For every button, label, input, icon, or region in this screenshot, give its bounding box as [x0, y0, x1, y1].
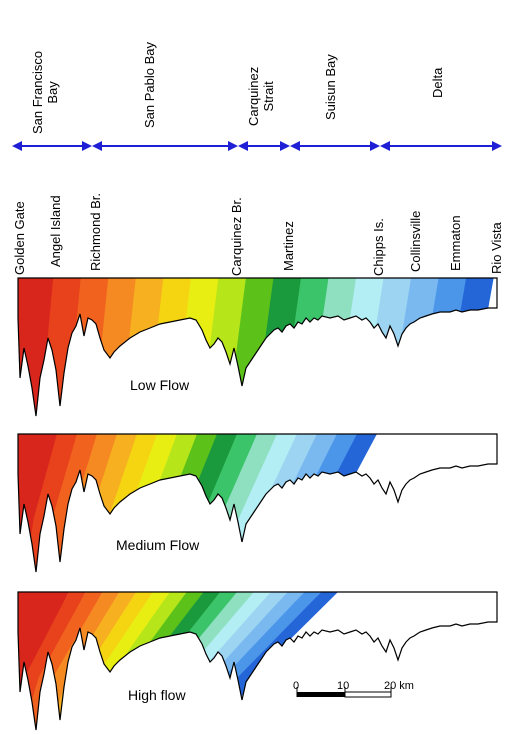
high-flow-panel — [17, 591, 498, 731]
region-arrow-san-francisco-bay — [12, 141, 92, 151]
panel-label-medium-flow: Medium Flow — [116, 537, 200, 553]
scale-bar-segment-white — [344, 691, 392, 698]
region-arrow-carquinez-strait — [238, 141, 290, 151]
low-salinity-bands — [18, 278, 494, 416]
region-arrow-suisun-bay — [290, 141, 380, 151]
scale-label-0: 0 — [293, 680, 300, 692]
panel-label-low-flow: Low Flow — [130, 377, 190, 393]
medium-flow-panel — [17, 433, 498, 573]
region-arrow-delta — [380, 141, 502, 151]
scale-bar — [296, 687, 392, 698]
scale-label-20-km: 20 km — [384, 680, 414, 692]
low-channel-profile-outline — [17, 277, 498, 417]
med-channel-profile-outline — [17, 433, 498, 573]
low-flow-panel — [17, 277, 498, 417]
high-channel-profile-outline — [17, 591, 498, 731]
scale-bar-segment-black — [297, 692, 345, 697]
panel-label-high-flow: High flow — [128, 687, 186, 703]
region-arrow-san-pablo-bay — [92, 141, 238, 151]
scale-label-10: 10 — [337, 680, 350, 692]
region-arrows — [12, 141, 502, 151]
med-salinity-bands — [18, 434, 377, 572]
high-salinity-bands — [18, 592, 338, 730]
